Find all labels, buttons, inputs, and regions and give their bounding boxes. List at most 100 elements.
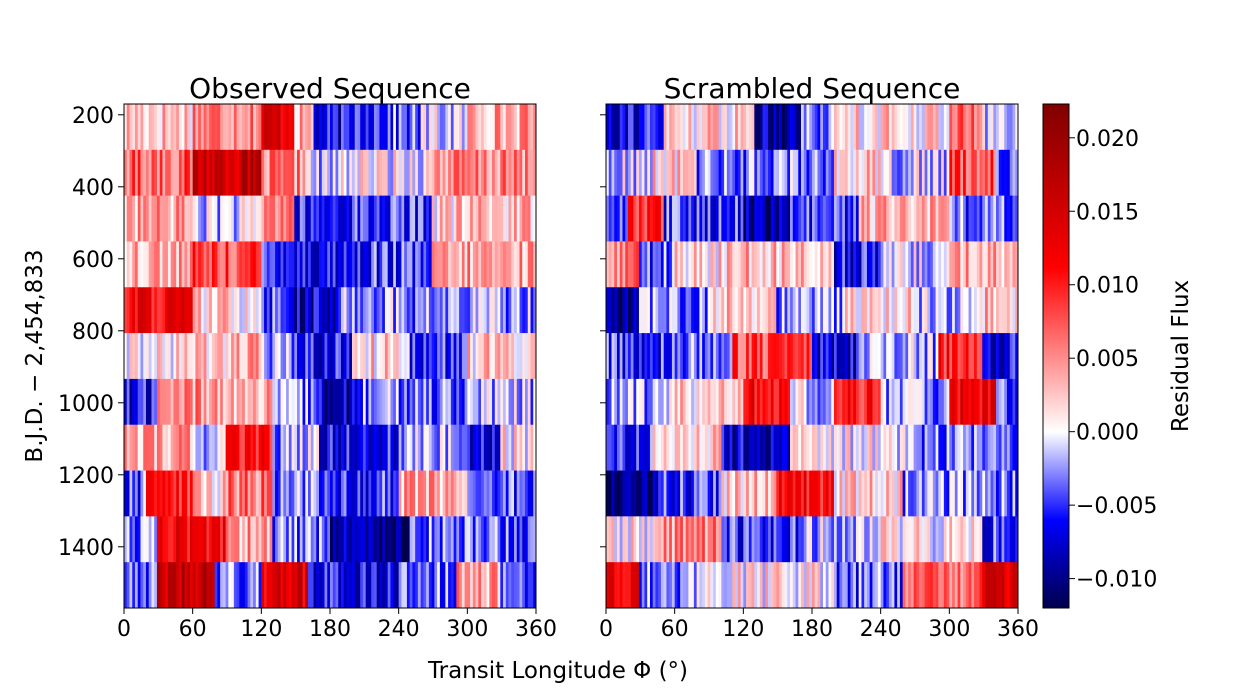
heat-cell [1012, 516, 1016, 563]
heat-cell [483, 104, 487, 151]
heat-cell [919, 104, 923, 151]
heat-cell [916, 241, 920, 288]
heat-cell [335, 378, 339, 426]
heat-cell [619, 424, 623, 471]
heat-cell [927, 378, 931, 426]
heat-cell [795, 241, 799, 288]
heat-cell [338, 378, 342, 426]
heat-cell [489, 562, 493, 609]
heat-cell [652, 516, 656, 563]
heat-cell [979, 287, 983, 334]
heat-cell [412, 562, 416, 609]
heat-cell [258, 195, 262, 242]
heat-cell [902, 104, 906, 151]
heat-cell [170, 104, 174, 151]
heat-cell [170, 241, 174, 288]
heat-cell [652, 241, 656, 288]
heat-cell [614, 333, 618, 380]
heat-cell [475, 424, 479, 471]
heat-cell [660, 424, 665, 471]
heat-cell [209, 516, 213, 563]
heat-cell [822, 195, 827, 242]
heat-cell [420, 104, 424, 151]
heat-cell [641, 562, 645, 609]
heat-cell [979, 562, 983, 609]
heat-cell [702, 516, 706, 563]
heat-cell [872, 516, 876, 563]
heat-cell [173, 378, 177, 426]
heat-cell [222, 470, 227, 517]
heat-cell [143, 241, 147, 288]
heat-cell [616, 241, 621, 288]
heat-cell [382, 195, 386, 242]
heat-cell [861, 287, 865, 334]
heat-cell [781, 424, 785, 471]
heat-cell [211, 287, 216, 334]
heat-cell [954, 287, 958, 334]
heat-cell [644, 470, 648, 517]
heat-cell [921, 470, 926, 517]
heat-cell [773, 149, 777, 196]
heat-cell [324, 241, 328, 288]
heat-cell [630, 470, 634, 517]
heat-cell [729, 333, 733, 380]
x-tick-label: 360 [997, 617, 1039, 642]
heat-cell [630, 562, 634, 609]
heat-cell [192, 333, 196, 380]
heat-cell [611, 516, 615, 563]
heat-cell [148, 516, 152, 563]
heat-cell [996, 149, 1000, 196]
heat-cell [321, 241, 325, 288]
heat-cell [354, 424, 358, 471]
heat-cell [935, 287, 939, 334]
heat-cell [170, 195, 174, 242]
heat-cell [423, 287, 427, 334]
heat-cell [803, 424, 807, 471]
heat-cell [839, 424, 843, 471]
heat-cell [470, 516, 474, 563]
heat-cell [192, 104, 196, 151]
heat-cell [159, 516, 163, 563]
heat-cell [514, 470, 518, 517]
heat-cell [743, 149, 747, 196]
heat-cell [943, 470, 947, 517]
heat-cell [305, 378, 309, 426]
heat-cell [475, 562, 479, 609]
heat-cell [360, 104, 364, 151]
heat-cell [858, 516, 862, 563]
heat-cell [946, 470, 950, 517]
heat-cell [354, 195, 358, 242]
heat-cell [902, 516, 906, 563]
heat-cell [459, 287, 463, 334]
heat-cell [280, 516, 284, 563]
heat-cell [748, 378, 752, 426]
heat-cell [943, 287, 947, 334]
heat-cell [649, 470, 654, 517]
heat-cell [195, 378, 199, 426]
heat-cell [351, 241, 356, 288]
heat-cell [261, 149, 265, 196]
heat-cell [412, 287, 416, 334]
heat-cell [486, 241, 490, 288]
heat-cell [647, 195, 651, 242]
heat-cell [379, 424, 383, 471]
heat-cell [228, 333, 232, 380]
heat-cell [998, 378, 1002, 426]
heat-cell [773, 424, 777, 471]
heat-cell [658, 195, 662, 242]
heat-cell [729, 104, 733, 151]
heat-cell [481, 104, 485, 151]
heat-cell [806, 516, 810, 563]
heat-cell [938, 241, 942, 288]
heat-cell [1004, 333, 1008, 380]
heat-cell [787, 149, 791, 196]
heat-cell [952, 287, 956, 334]
heat-cell [475, 470, 479, 517]
heat-cell [963, 195, 967, 242]
heat-cell [395, 516, 400, 563]
heat-cell [853, 241, 857, 288]
heat-cell [291, 424, 295, 471]
heat-cell [729, 287, 733, 334]
heat-cell [275, 378, 279, 426]
heat-cell [530, 470, 534, 517]
